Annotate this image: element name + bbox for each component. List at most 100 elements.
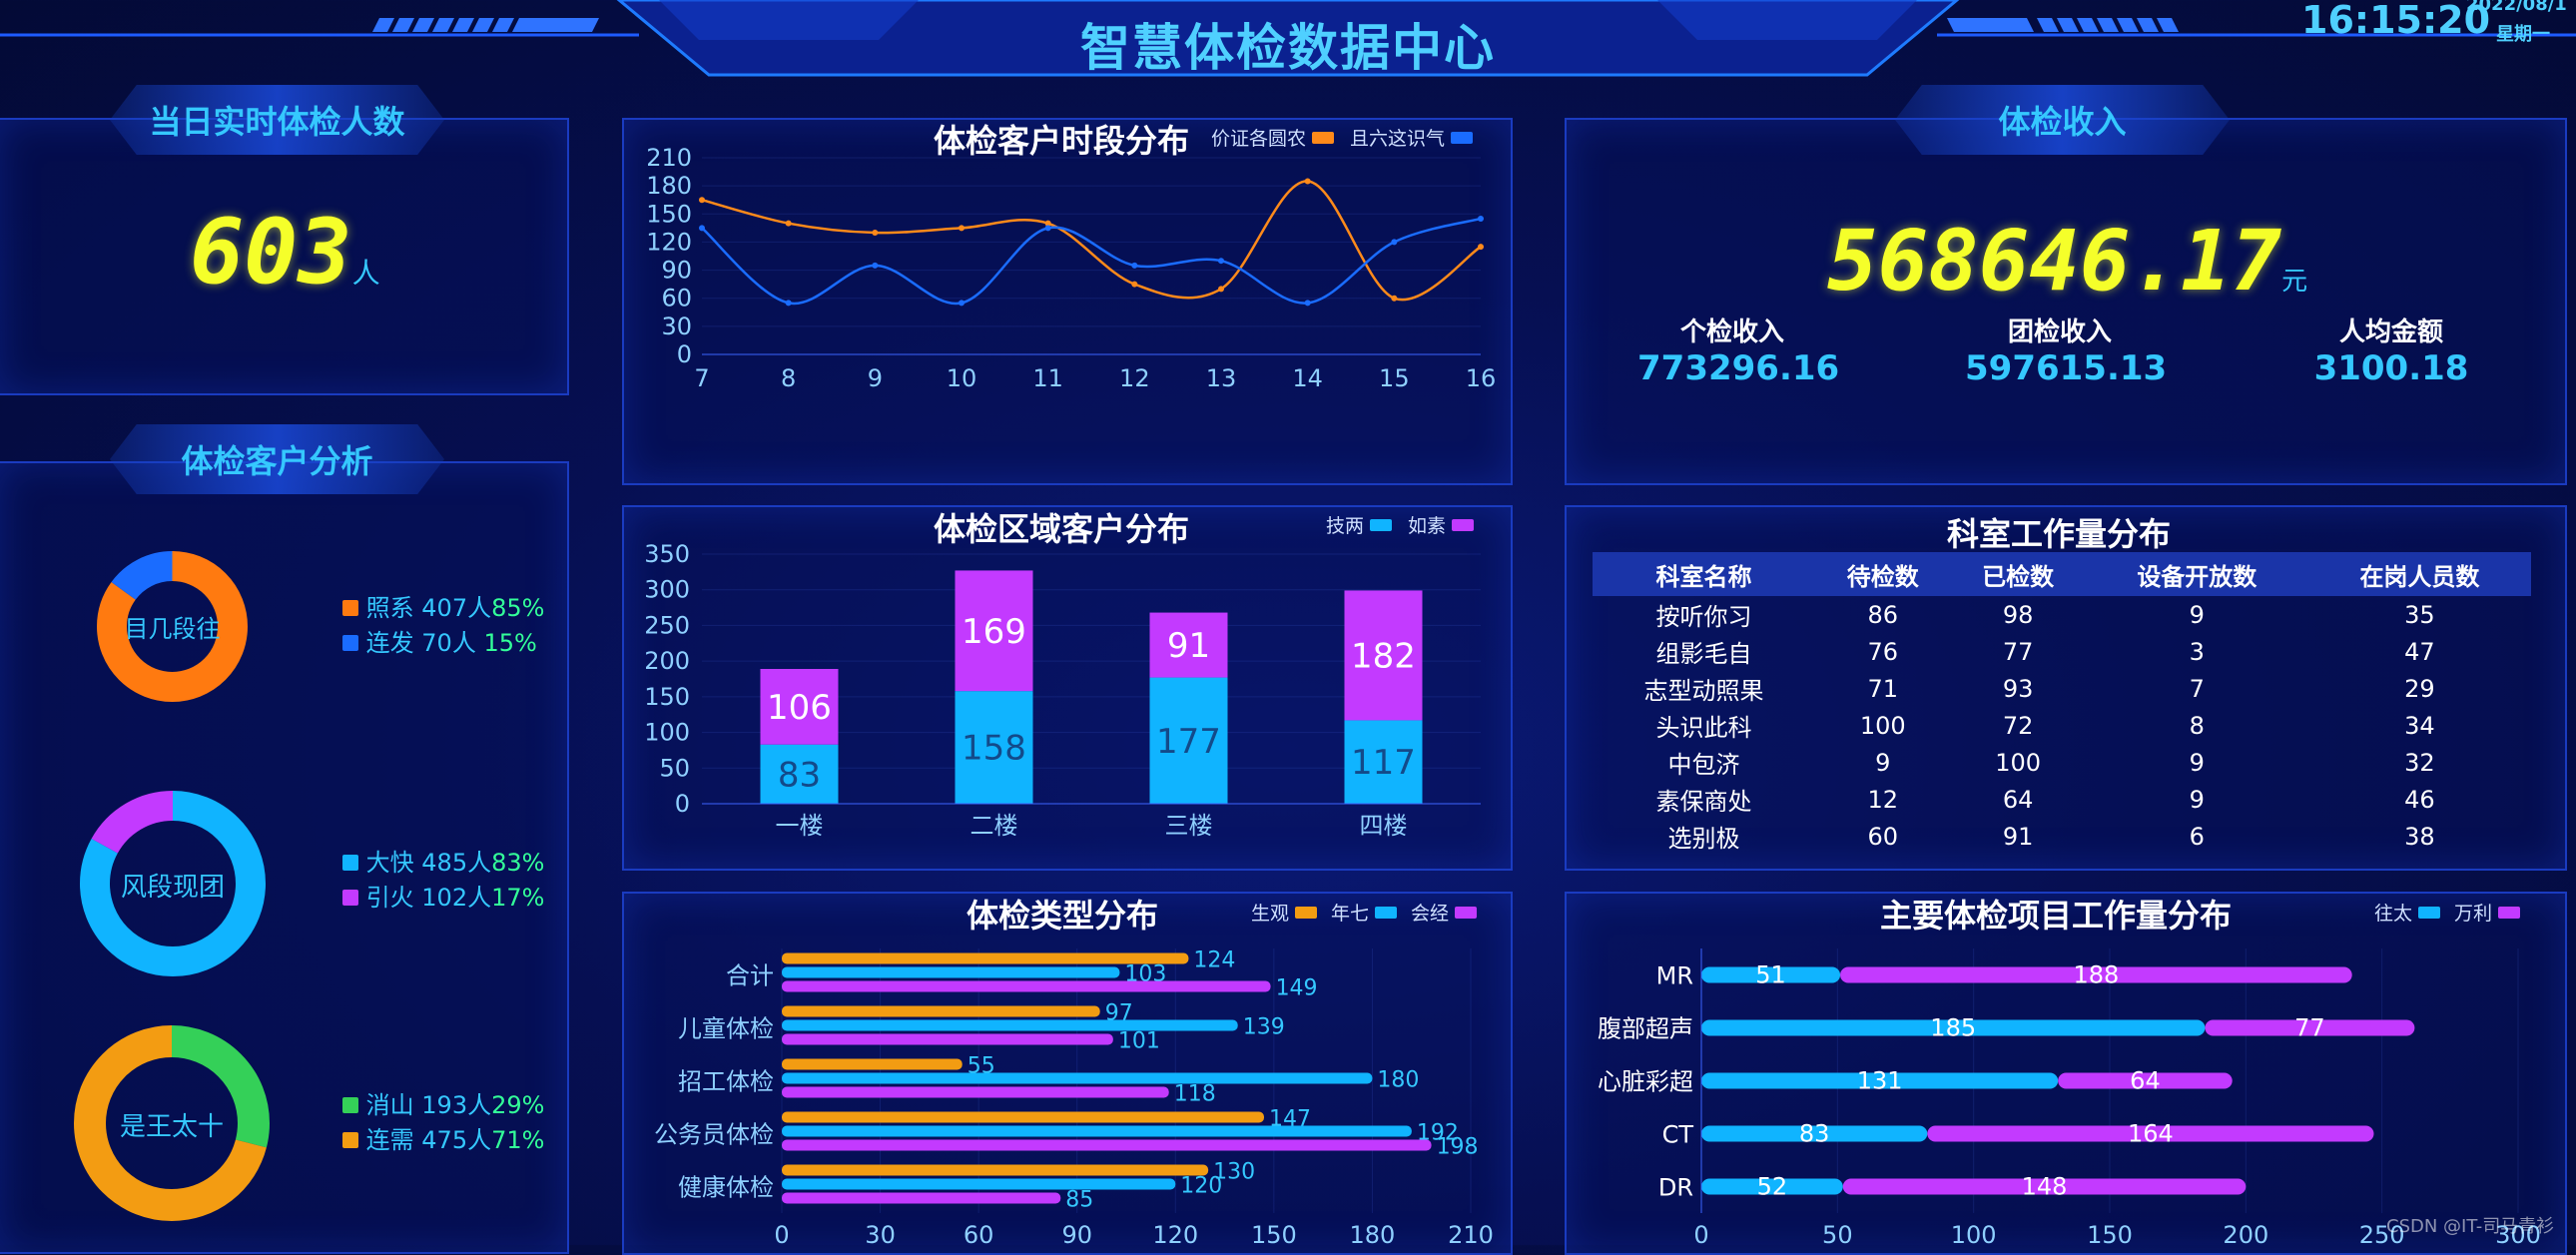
legend-pct: 17% xyxy=(491,884,545,912)
bar-value-label: 182 xyxy=(1351,636,1416,676)
income-total-unit: 元 xyxy=(2281,267,2308,297)
y-tick-label: 腹部超声 xyxy=(1598,1015,1693,1043)
header-bar: 智慧体检数据中心 16:15:20 2022/08/1 星期一 xyxy=(0,0,2576,90)
legend-label: 如素 xyxy=(1408,515,1447,537)
x-tick-label: 四楼 xyxy=(1360,812,1408,840)
legend-label: 会经 xyxy=(1411,903,1450,925)
table-row: 组影毛自 76 77 3 47 xyxy=(1593,633,2531,670)
x-tick-label: 16 xyxy=(1466,364,1497,392)
stacked-hbar-chart: 0 50 100 150 200 250 300 MR 51 188 腹部超声 185 77 心脏彩超 13… xyxy=(1598,948,2541,1245)
data-point xyxy=(785,300,792,307)
bar-value-label: 131 xyxy=(1857,1067,1903,1095)
y-tick-label: DR xyxy=(1658,1174,1693,1202)
y-tick-label: 210 xyxy=(646,144,692,172)
table-cell: 35 xyxy=(2404,600,2435,629)
bar xyxy=(1344,720,1423,804)
bar-value-label: 164 xyxy=(2128,1120,2174,1148)
data-point xyxy=(1478,215,1484,222)
donut-segment xyxy=(74,1025,270,1221)
table-cell: 38 xyxy=(2404,822,2435,851)
x-tick-label: 50 xyxy=(1822,1221,1853,1245)
donut-segment xyxy=(97,551,248,702)
bar xyxy=(782,1111,1264,1123)
bar-value-label: 52 xyxy=(1757,1173,1788,1201)
bar xyxy=(1927,1125,2374,1142)
data-point xyxy=(1131,262,1138,269)
bar-value-label: 188 xyxy=(2073,961,2119,989)
legend-label: 生观 xyxy=(1251,903,1290,925)
table-cell: 土己温劳 xyxy=(1593,855,1815,862)
legend-swatch xyxy=(1370,518,1393,531)
donut-chart-3: 是王太十 xyxy=(72,1023,272,1227)
table-cell: 34 xyxy=(2404,711,2435,740)
table-cell: 91 xyxy=(2002,822,2034,851)
bar-value-label: 149 xyxy=(1276,976,1318,1001)
data-point xyxy=(959,225,965,232)
y-tick-label: 公务员体检 xyxy=(654,1121,774,1149)
line-legend: 价证各圆农 且六这识气 xyxy=(1211,124,1474,151)
bar-value-label: 91 xyxy=(1167,626,1210,666)
bar xyxy=(782,966,1120,978)
table-cell: 9 xyxy=(2189,600,2205,629)
legend-count: 475人 xyxy=(421,1126,492,1154)
bar xyxy=(782,1125,1412,1137)
legend-label: 万利 xyxy=(2454,903,2493,925)
x-tick-label: 11 xyxy=(1032,364,1063,392)
donut-segment xyxy=(80,791,266,976)
legend-pct: 83% xyxy=(491,849,545,877)
realtime-count-unit: 人 xyxy=(351,257,380,290)
bar xyxy=(1842,1178,2247,1195)
table-cell: 9 xyxy=(2189,748,2205,777)
y-tick-label: 健康体检 xyxy=(678,1174,774,1202)
x-tick-label: 13 xyxy=(1206,364,1237,392)
y-tick-label: 250 xyxy=(644,611,690,639)
bar-value-label: 118 xyxy=(1174,1082,1216,1107)
legend-count: 193人 xyxy=(421,1091,492,1119)
table-cell: 12 xyxy=(1867,785,1899,814)
donut-1-legend: 照系 407人85% 连发 70人 15% xyxy=(342,591,544,661)
x-tick-label: 300 xyxy=(2495,1221,2541,1245)
stack-legend: 技两 如素 xyxy=(1326,511,1475,538)
table-cell: 8 xyxy=(2189,711,2205,740)
legend-pct: 29% xyxy=(491,1091,545,1119)
data-point xyxy=(872,230,879,237)
realtime-title: 当日实时体检人数 xyxy=(110,85,444,155)
table-cell: 3 xyxy=(2189,637,2205,666)
legend-swatch xyxy=(1312,131,1335,144)
data-point xyxy=(699,197,705,204)
y-tick-label: MR xyxy=(1656,962,1693,990)
income-item-2: 团检收入 597615.13 xyxy=(1965,312,2167,388)
bar-value-label: 130 xyxy=(1213,1160,1255,1185)
table-cell: 6 xyxy=(2189,822,2205,851)
income-item-3: 人均金额 3100.18 xyxy=(2296,312,2486,388)
bar xyxy=(1701,1019,2206,1036)
income-item-value: 3100.18 xyxy=(2313,348,2469,388)
table-cell: 77 xyxy=(2002,637,2034,666)
bar xyxy=(782,1058,963,1070)
legend-item: 照系 407人85% xyxy=(342,591,544,626)
bar xyxy=(782,1086,1169,1098)
bar-value-label: 83 xyxy=(1799,1120,1830,1148)
bar-value-label: 148 xyxy=(2022,1173,2068,1201)
income-item-label: 人均金额 xyxy=(2338,317,2443,347)
x-tick-label: 200 xyxy=(2223,1221,2268,1245)
table-header-cell: 待检数 xyxy=(1846,562,1919,591)
x-tick-label: 14 xyxy=(1292,364,1323,392)
bar-value-label: 51 xyxy=(1755,961,1786,989)
table-cell: 98 xyxy=(2002,600,2034,629)
series-line xyxy=(701,180,1482,302)
table-cell: 9 xyxy=(1875,748,1891,777)
bar-value-label: 177 xyxy=(1156,722,1221,762)
project-legend: 往太 万利 xyxy=(2374,899,2521,926)
legend-item: 连需 475人71% xyxy=(342,1123,544,1158)
area-distribution-title: 体检区域客户分布 xyxy=(934,510,1190,548)
workload-table-wrap[interactable]: 科室名称 待检数 已检数 设备开放数 在岗人员数 按听你习 86 98 9 35 组影毛自… xyxy=(1593,552,2531,862)
bar xyxy=(1701,1178,1843,1195)
x-tick-label: 150 xyxy=(2087,1221,2133,1245)
workload-table: 科室名称 待检数 已检数 设备开放数 在岗人员数 按听你习 86 98 9 35 组影毛自… xyxy=(1593,552,2531,862)
y-tick-label: 90 xyxy=(661,257,692,285)
data-point xyxy=(1218,286,1224,293)
customer-analysis-title: 体检客户分析 xyxy=(110,424,444,494)
legend-swatch xyxy=(342,890,358,906)
